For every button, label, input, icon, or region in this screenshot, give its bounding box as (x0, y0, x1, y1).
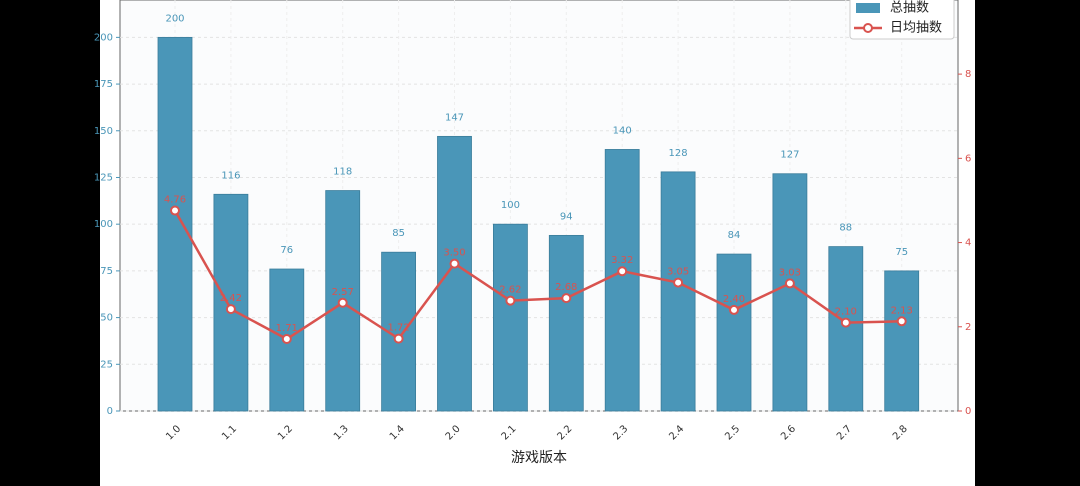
bar (157, 36, 193, 412)
line-point (337, 297, 348, 308)
bar-value-label: 118 (333, 167, 352, 178)
bar (716, 253, 752, 412)
y-tick-label: 50 (100, 313, 113, 324)
line-point (784, 278, 795, 289)
line-value-label: 3.32 (611, 255, 633, 266)
x-axis-label: 游戏版本 (511, 450, 567, 466)
bar-value-label: 85 (392, 228, 405, 239)
legend-label: 总抽数 (890, 1, 929, 16)
y2-tick-label: 8 (965, 69, 971, 80)
y-tick-label: 25 (100, 359, 113, 370)
line-point (673, 277, 684, 288)
legend-swatch (863, 23, 873, 33)
y2-tick-label: 4 (965, 238, 971, 249)
bar (604, 149, 640, 412)
y-tick-label: 200 (94, 32, 113, 43)
bar-value-label: 84 (728, 230, 741, 241)
line-value-label: 3.05 (667, 267, 689, 278)
bar (884, 270, 920, 412)
line-value-label: 2.10 (835, 307, 857, 318)
bar-value-label: 140 (613, 125, 632, 136)
y2-tick-label: 2 (965, 322, 971, 333)
y2-tick-label: 0 (965, 406, 971, 417)
line (173, 209, 902, 341)
legend-label: 日均抽数 (890, 21, 942, 36)
bar (437, 135, 472, 412)
bar-value-label: 128 (669, 148, 688, 159)
line-point (840, 317, 851, 328)
line-value-label: 2.13 (891, 305, 913, 316)
line-point (393, 333, 404, 344)
y-tick-label: 0 (107, 406, 113, 417)
line-value-label: 2.62 (499, 285, 521, 296)
line-point (281, 333, 292, 344)
bar (828, 246, 864, 412)
y-tick-label: 125 (94, 172, 113, 183)
bar-value-label: 75 (895, 247, 908, 258)
line-value-label: 1.72 (387, 323, 409, 334)
line-point (170, 205, 180, 216)
y-tick-label: 150 (94, 126, 113, 137)
line-point (896, 316, 907, 327)
line-point (449, 258, 460, 269)
y-tick-label: 75 (100, 266, 113, 277)
bar-value-label: 76 (280, 245, 293, 256)
bar-value-label: 94 (560, 211, 573, 222)
line-value-label: 2.57 (332, 287, 354, 298)
line-value-label: 2.68 (555, 282, 577, 293)
line-value-label: 4.76 (164, 195, 186, 206)
line-value-label: 3.50 (443, 248, 465, 259)
line-point (617, 266, 628, 277)
bar-value-label: 147 (445, 112, 464, 123)
line-point (561, 293, 572, 304)
bar (660, 171, 696, 412)
line-point (505, 295, 516, 306)
plot-area (119, 0, 959, 412)
bar (492, 223, 528, 412)
line-value-label: 2.42 (220, 293, 242, 304)
bar-value-label: 200 (165, 13, 184, 24)
line-value-label: 2.40 (723, 294, 745, 305)
y-tick-label: 100 (94, 219, 113, 230)
y2-tick-label: 6 (965, 153, 971, 164)
y-tick-label: 175 (94, 79, 113, 90)
bar-value-label: 116 (221, 170, 240, 181)
bar-value-label: 127 (780, 150, 799, 161)
bar (548, 234, 584, 412)
bar-value-label: 100 (501, 200, 520, 211)
legend-swatch (856, 3, 880, 13)
line-value-label: 3.03 (779, 267, 801, 278)
bar (213, 193, 249, 412)
line-point (225, 304, 236, 315)
bar-value-label: 88 (839, 223, 852, 234)
line-point (729, 304, 739, 315)
line-value-label: 1.71 (276, 323, 298, 334)
